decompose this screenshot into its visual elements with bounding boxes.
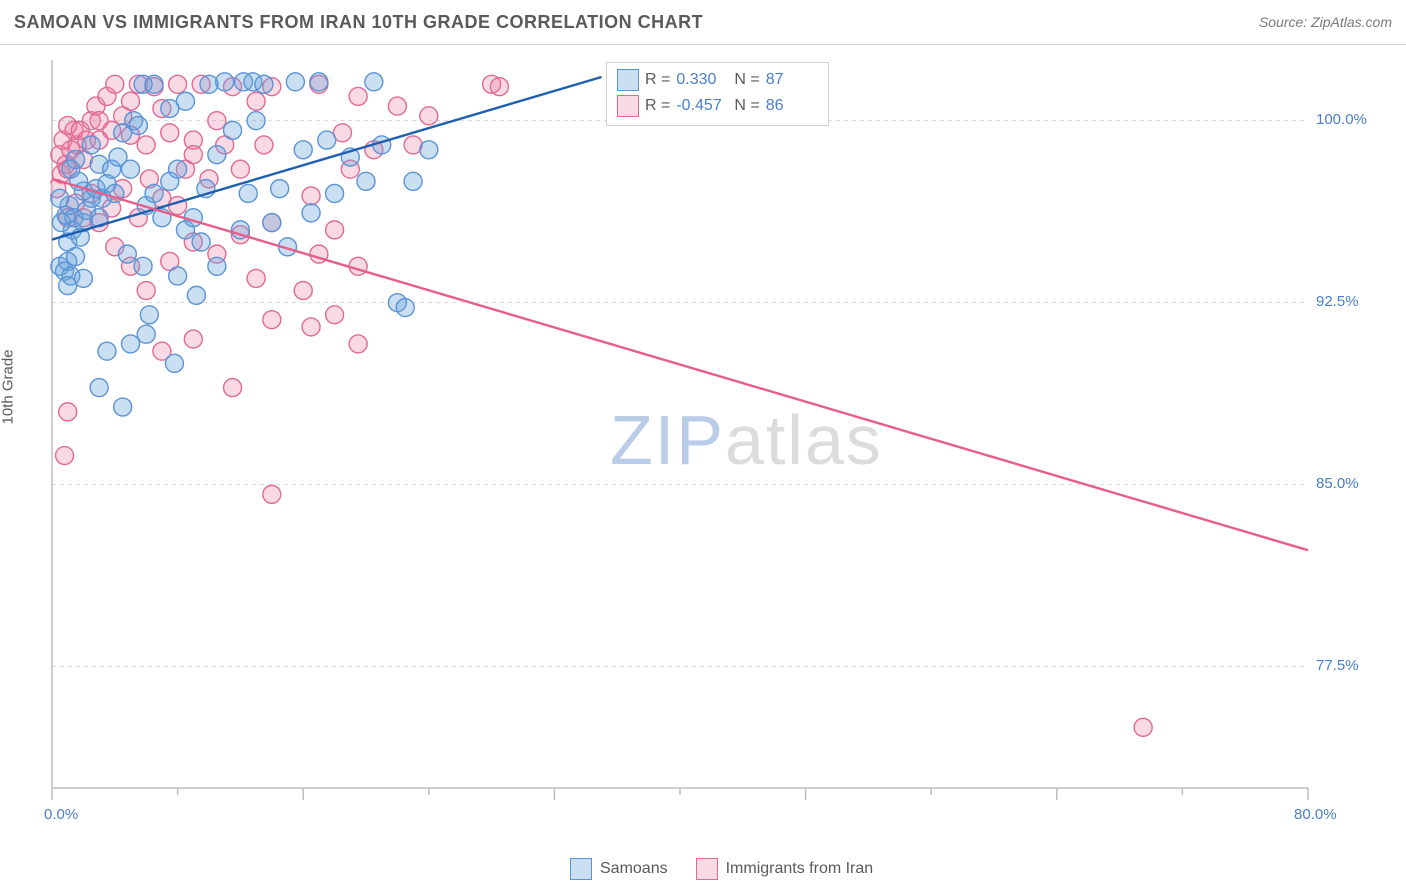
y-tick-label: 77.5% [1316, 657, 1359, 674]
n-value-b: 86 [766, 97, 818, 115]
x-max-label: 80.0% [1294, 806, 1337, 823]
r-value-b: -0.457 [676, 97, 728, 115]
stats-row-b: R = -0.457 N = 86 [617, 93, 818, 119]
plot-svg [50, 58, 1310, 818]
x-min-label: 0.0% [44, 806, 78, 823]
n-label-b: N = [734, 97, 759, 115]
y-tick-label: 92.5% [1316, 293, 1359, 310]
y-tick-label: 100.0% [1316, 111, 1367, 128]
legend: Samoans Immigrants from Iran [570, 858, 873, 880]
legend-item-b: Immigrants from Iran [696, 858, 874, 880]
r-value-a: 0.330 [676, 71, 728, 89]
legend-swatch-a [570, 858, 592, 880]
legend-swatch-b [696, 858, 718, 880]
source-label: Source: ZipAtlas.com [1259, 14, 1392, 30]
plot-area: ZIPatlas R = 0.330 N = 87 R = -0.457 N =… [50, 58, 1310, 818]
r-label-a: R = [645, 71, 670, 89]
n-value-a: 87 [766, 71, 818, 89]
chart-container: SAMOAN VS IMMIGRANTS FROM IRAN 10TH GRAD… [0, 0, 1406, 892]
n-label-a: N = [734, 71, 759, 89]
legend-label-a: Samoans [600, 860, 668, 878]
header-bar: SAMOAN VS IMMIGRANTS FROM IRAN 10TH GRAD… [0, 0, 1406, 45]
y-axis-label: 10th Grade [0, 349, 17, 424]
swatch-a [617, 69, 639, 91]
stats-row-a: R = 0.330 N = 87 [617, 67, 818, 93]
stats-box: R = 0.330 N = 87 R = -0.457 N = 86 [606, 62, 829, 126]
r-label-b: R = [645, 97, 670, 115]
swatch-b [617, 95, 639, 117]
y-tick-label: 85.0% [1316, 475, 1359, 492]
legend-item-a: Samoans [570, 858, 668, 880]
chart-title: SAMOAN VS IMMIGRANTS FROM IRAN 10TH GRAD… [14, 12, 703, 33]
legend-label-b: Immigrants from Iran [726, 860, 874, 878]
